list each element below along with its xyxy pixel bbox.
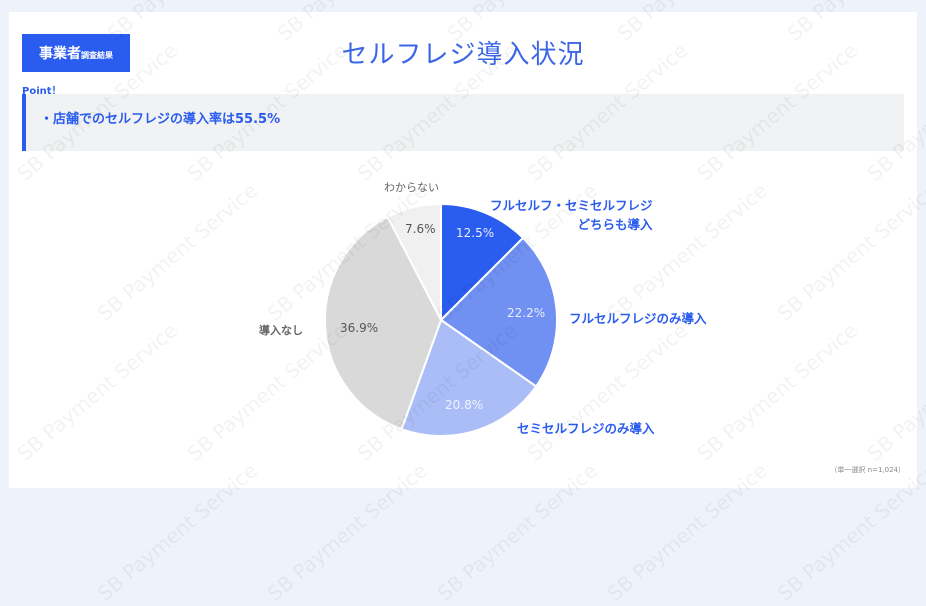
- pct-semi: 20.8%: [445, 398, 484, 412]
- pie-slice: [439, 236, 558, 388]
- legend-full-only: フルセルフレジのみ導入: [569, 311, 707, 326]
- legend-both-line1: フルセルフ・セミセルフレジ: [490, 198, 653, 213]
- pie-slice: [440, 202, 525, 323]
- legend-none: 導入なし: [259, 324, 303, 337]
- footnote: （単一選択 n=1,024）: [830, 466, 905, 474]
- pie-slices: [324, 202, 558, 437]
- page-title: セルフレジ導入状況: [341, 40, 585, 70]
- point-text: ・店舗でのセルフレジの導入率は55.5%: [40, 112, 281, 127]
- pie-chart: [324, 202, 558, 437]
- respondent-badge: 事業者 調査結果: [22, 34, 130, 72]
- badge-sub: 調査結果: [81, 50, 113, 60]
- pct-none: 36.9%: [340, 321, 379, 335]
- badge-main: 事業者: [39, 46, 81, 62]
- pct-both: 12.5%: [456, 226, 495, 240]
- pie-slice: [324, 215, 443, 431]
- legend-both: フルセルフ・セミセルフレジ どちらも導入: [490, 195, 653, 233]
- point-box: ・店舗でのセルフレジの導入率は55.5%: [22, 94, 904, 151]
- pct-unknown: 7.6%: [405, 222, 436, 236]
- pct-full: 22.2%: [507, 306, 546, 320]
- point-label: Point！: [22, 86, 62, 97]
- pie-slice: [400, 318, 538, 437]
- legend-both-line2: どちらも導入: [577, 217, 653, 232]
- legend-unknown: わからない: [384, 181, 439, 194]
- legend-semi-only: セミセルフレジのみ導入: [517, 421, 655, 436]
- pie-slice: [386, 202, 442, 321]
